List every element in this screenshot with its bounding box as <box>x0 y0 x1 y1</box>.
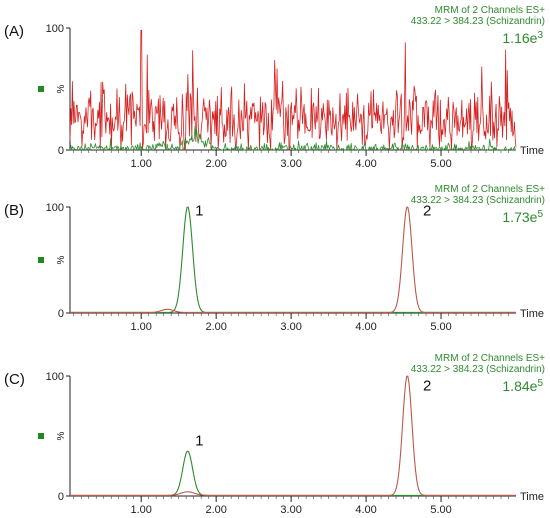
channel-marker-icon <box>38 86 44 92</box>
x-tick-label: 3.00 <box>280 158 301 170</box>
x-tick-label: 1.00 <box>130 158 151 170</box>
intensity-exponent: 5 <box>537 209 543 220</box>
intensity-exponent: 5 <box>537 378 543 389</box>
transition-header: 433.22 > 384.23 (Schizandrin) <box>411 195 545 206</box>
x-tick-label: 2.00 <box>205 321 226 333</box>
x-tick-label: 5.00 <box>430 321 451 333</box>
chromatogram-panel: (C) MRM of 2 Channels ES+433.22 > 384.23 … <box>4 353 545 516</box>
y-tick-label: 0 <box>58 308 64 320</box>
panel-label: (B) <box>4 202 24 219</box>
peak-label: 2 <box>423 377 431 394</box>
y-tick-label: 100 <box>46 371 64 383</box>
channel-header: MRM of 2 Channels ES+ <box>435 5 545 16</box>
y-tick-label: 100 <box>46 202 64 214</box>
x-tick-label: 4.00 <box>355 321 376 333</box>
x-tick-label: 1.00 <box>130 504 151 516</box>
series-trace <box>70 206 516 314</box>
transition-header: 433.22 > 384.23 (Schizandrin) <box>411 364 545 375</box>
series-trace <box>70 206 516 314</box>
intensity-base: 1.73e <box>502 209 537 225</box>
intensity-base: 1.16e <box>502 30 537 46</box>
intensity-value: 1.84e5 <box>502 378 543 394</box>
channel-marker-icon <box>38 433 44 439</box>
x-tick-label: 4.00 <box>355 158 376 170</box>
series-trace <box>69 30 517 151</box>
x-tick-label: 5.00 <box>430 158 451 170</box>
x-tick-label: 1.00 <box>130 321 151 333</box>
y-axis-symbol: % <box>56 84 67 93</box>
peak-label: 2 <box>423 202 431 219</box>
intensity-base: 1.84e <box>502 378 537 394</box>
channel-marker-icon <box>38 257 44 263</box>
y-tick-label: 0 <box>58 491 64 503</box>
y-tick-label: 100 <box>46 23 64 35</box>
chromatogram-panels: (A)MRM of 2 Channels ES+433.22 > 384.23 … <box>4 5 545 516</box>
series-trace <box>70 375 516 496</box>
x-tick-label: 4.00 <box>355 504 376 516</box>
intensity-value: 1.73e5 <box>502 209 543 225</box>
y-axis-symbol: % <box>56 255 67 264</box>
series-trace <box>70 450 516 496</box>
panel-label: (C) <box>4 371 25 388</box>
x-axis-unit: Time <box>520 145 544 157</box>
x-tick-label: 2.00 <box>205 504 226 516</box>
x-tick-label: 2.00 <box>205 158 226 170</box>
channel-header: MRM of 2 Channels ES+ <box>435 353 545 364</box>
channel-header: MRM of 2 Channels ES+ <box>435 184 545 195</box>
intensity-exponent: 3 <box>537 30 543 41</box>
transition-header: 433.22 > 384.23 (Schizandrin) <box>411 16 545 27</box>
x-tick-label: 5.00 <box>430 504 451 516</box>
intensity-value: 1.16e3 <box>502 30 543 46</box>
y-tick-label: 0 <box>58 145 64 157</box>
x-axis-unit: Time <box>520 308 544 320</box>
peak-label: 1 <box>195 433 203 450</box>
x-axis-unit: Time <box>520 491 544 503</box>
y-axis-symbol: % <box>56 431 67 440</box>
chromatogram-panel: (A) MRM of 2 Channels ES+433.22 > 384.23 … <box>4 5 545 170</box>
x-tick-label: 3.00 <box>280 321 301 333</box>
x-tick-label: 3.00 <box>280 504 301 516</box>
peak-label: 1 <box>195 202 203 219</box>
series-trace <box>69 125 516 151</box>
panel-label: (A) <box>4 23 24 40</box>
chromatogram-panel: (B) MRM of 2 Channels ES+433.22 > 384.23 … <box>4 184 545 333</box>
